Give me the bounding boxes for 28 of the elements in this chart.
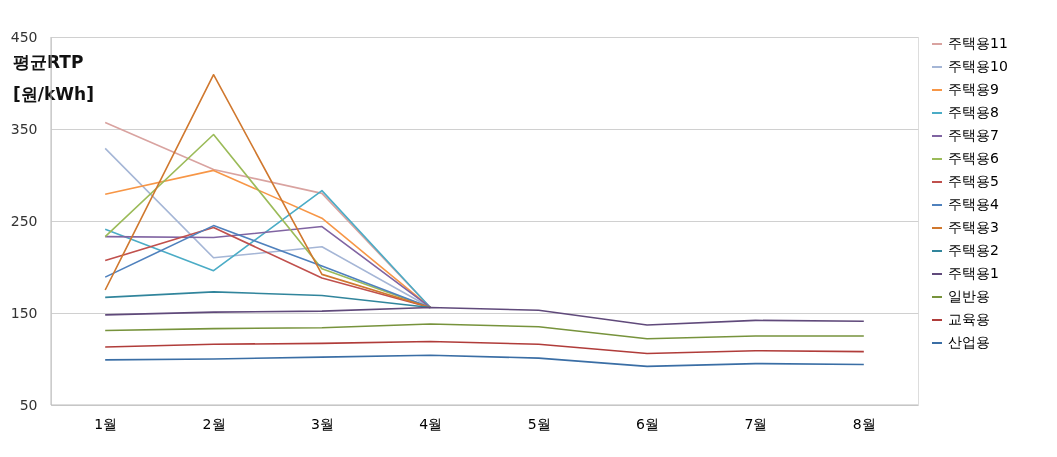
- x-tick-label: 2월: [202, 415, 226, 432]
- y-axis-title: 평균RTP [원/kWh]: [13, 52, 94, 104]
- legend-label: 주택용11: [948, 35, 1008, 51]
- x-tick-label: 6월: [636, 415, 660, 432]
- legend-label: 주택용10: [948, 58, 1008, 74]
- legend-label: 주택용7: [948, 127, 999, 143]
- legend-label: 산업용: [948, 334, 990, 350]
- x-tick-label: 5월: [527, 415, 551, 432]
- y-tick-label: 250: [10, 212, 38, 229]
- y-tick-label: 50: [19, 396, 38, 413]
- legend-label: 주택용5: [948, 173, 999, 189]
- legend-label: 주택용6: [948, 150, 999, 166]
- legend-label: 주택용3: [948, 219, 999, 235]
- legend-label: 주택용1: [948, 265, 999, 281]
- legend-label: 주택용4: [948, 196, 999, 212]
- x-tick-label: 1월: [94, 415, 118, 432]
- x-tick-label: 8월: [852, 415, 876, 432]
- legend-label: 주택용9: [948, 81, 999, 97]
- x-tick-label: 7월: [744, 415, 768, 432]
- legend-label: 일반용: [948, 288, 990, 304]
- legend-label: 주택용8: [948, 104, 999, 120]
- legend-label: 주택용2: [948, 242, 999, 258]
- x-tick-label: 4월: [419, 415, 443, 432]
- legend-label: 교육용: [948, 311, 990, 327]
- y-tick-label: 350: [10, 120, 38, 137]
- x-tick-label: 3월: [310, 415, 334, 432]
- y-tick-label: 450: [10, 28, 38, 45]
- y-tick-label: 150: [10, 304, 38, 321]
